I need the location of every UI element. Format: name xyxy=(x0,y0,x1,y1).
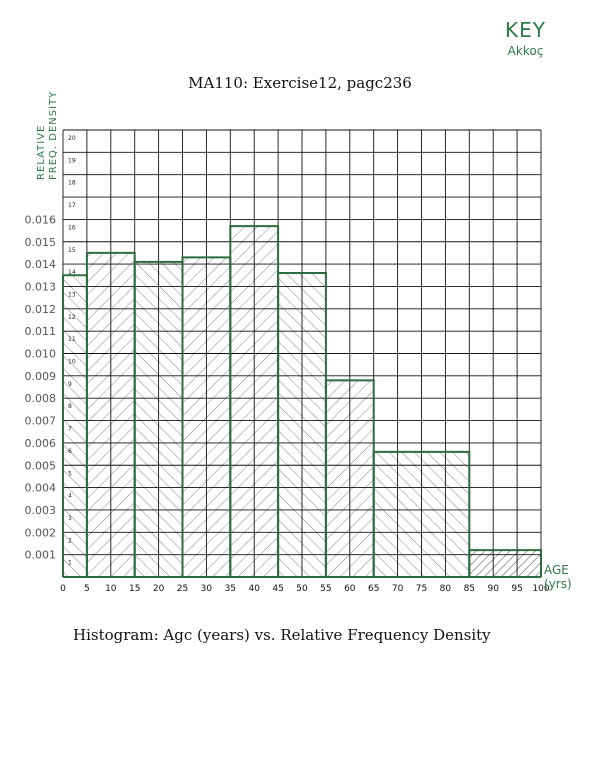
svg-text:16: 16 xyxy=(68,224,76,231)
svg-text:50: 50 xyxy=(296,584,308,594)
svg-text:10: 10 xyxy=(68,359,76,366)
svg-text:0.002: 0.002 xyxy=(25,526,57,539)
svg-text:0.013: 0.013 xyxy=(25,280,57,293)
svg-text:14: 14 xyxy=(68,269,76,276)
key-label: KEY xyxy=(505,18,546,42)
svg-text:0.012: 0.012 xyxy=(25,303,57,316)
svg-text:0.005: 0.005 xyxy=(25,459,57,472)
y-tick-labels: 0.001 0.002 0.003 0.004 0.005 0.006 0.007 0.008… xyxy=(25,213,57,561)
svg-text:0.007: 0.007 xyxy=(25,415,57,428)
svg-text:75: 75 xyxy=(416,584,427,594)
svg-text:70: 70 xyxy=(392,584,404,594)
svg-text:8: 8 xyxy=(68,403,72,410)
svg-text:60: 60 xyxy=(344,584,356,594)
svg-text:19: 19 xyxy=(68,157,76,164)
svg-text:17: 17 xyxy=(68,202,76,209)
svg-text:0: 0 xyxy=(60,584,66,594)
x-tick-labels: 0 5 10 15 20 25 30 35 40 45 50 55 60 65 70 75 80 85 90 95 10… xyxy=(60,584,550,594)
svg-text:0.008: 0.008 xyxy=(25,392,57,405)
svg-text:12: 12 xyxy=(68,314,76,321)
svg-text:25: 25 xyxy=(177,584,188,594)
chart-title-text: MA110: Exercise12, pagc236 xyxy=(188,74,412,92)
chart-title: MA110: Exercise12, pagc236 xyxy=(0,74,600,92)
svg-text:0.003: 0.003 xyxy=(25,504,57,517)
svg-text:0.014: 0.014 xyxy=(25,258,57,271)
svg-text:45: 45 xyxy=(272,584,283,594)
key-annotation: KEY Akkoç xyxy=(505,18,546,58)
bar-outlines xyxy=(62,225,542,578)
svg-text:0.015: 0.015 xyxy=(25,236,57,249)
svg-text:35: 35 xyxy=(225,584,236,594)
svg-text:100: 100 xyxy=(532,584,549,594)
svg-text:15: 15 xyxy=(129,584,140,594)
x-axis-label-line2: (yrs) xyxy=(544,577,572,591)
author-name: Akkoç xyxy=(507,44,544,58)
x-axis-label: AGE (yrs) xyxy=(544,563,572,591)
svg-text:40: 40 xyxy=(248,584,260,594)
svg-text:13: 13 xyxy=(68,291,76,298)
svg-text:15: 15 xyxy=(68,247,76,254)
svg-text:3: 3 xyxy=(68,515,72,522)
svg-text:20: 20 xyxy=(68,135,76,142)
svg-text:6: 6 xyxy=(68,448,72,455)
svg-text:0.004: 0.004 xyxy=(25,482,57,495)
svg-text:0.001: 0.001 xyxy=(25,549,57,562)
x-axis-label-line1: AGE xyxy=(544,563,569,577)
svg-text:18: 18 xyxy=(68,180,76,187)
svg-text:11: 11 xyxy=(68,336,76,343)
svg-text:80: 80 xyxy=(440,584,452,594)
svg-text:55: 55 xyxy=(320,584,331,594)
svg-text:4: 4 xyxy=(68,493,72,500)
svg-text:9: 9 xyxy=(68,381,72,388)
svg-text:65: 65 xyxy=(368,584,379,594)
svg-text:5: 5 xyxy=(84,584,90,594)
svg-text:0.006: 0.006 xyxy=(25,437,57,450)
svg-text:0.010: 0.010 xyxy=(25,348,57,361)
svg-text:30: 30 xyxy=(201,584,213,594)
svg-text:2: 2 xyxy=(68,537,72,544)
svg-text:85: 85 xyxy=(464,584,475,594)
svg-text:5: 5 xyxy=(68,470,72,477)
svg-text:90: 90 xyxy=(487,584,499,594)
histogram-bar xyxy=(63,275,87,577)
svg-text:10: 10 xyxy=(105,584,117,594)
chart-caption: Histogram: Agc (years) vs. Relative Freq… xyxy=(73,626,491,644)
svg-text:0.016: 0.016 xyxy=(25,213,57,226)
svg-text:1: 1 xyxy=(68,560,72,567)
svg-text:0.011: 0.011 xyxy=(25,325,57,338)
svg-text:0.009: 0.009 xyxy=(25,370,57,383)
svg-text:20: 20 xyxy=(153,584,165,594)
svg-text:7: 7 xyxy=(68,426,72,433)
svg-text:95: 95 xyxy=(511,584,522,594)
